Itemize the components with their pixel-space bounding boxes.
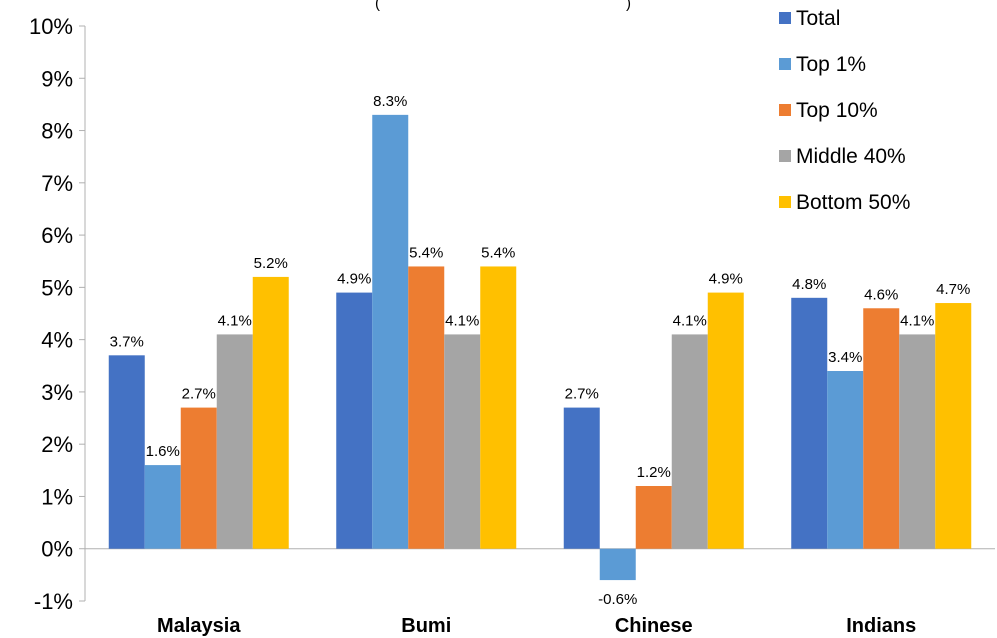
data-label: 8.3% [373, 93, 407, 110]
data-label: 4.7% [936, 281, 970, 298]
y-tick-label: 9% [41, 66, 73, 91]
data-label: 5.2% [254, 255, 288, 272]
title-fragment-right: ) [626, 0, 631, 12]
legend-entry-label: Middle 40% [796, 145, 906, 168]
legend-swatch [779, 58, 791, 70]
legend: Total Top 1% Top 10% Middle 40% Bottom 50% [779, 7, 910, 214]
bar-malaysia-1 [144, 465, 181, 549]
bar-chinese-2 [635, 486, 672, 549]
data-label: 4.9% [709, 271, 743, 288]
y-tick-label: 6% [41, 223, 73, 248]
y-tick-label: 4% [41, 328, 73, 353]
legend-entry-label: Top 10% [796, 99, 878, 122]
category-label-malaysia: Malaysia [157, 615, 241, 637]
data-label: 4.8% [792, 276, 826, 293]
data-label: 4.1% [673, 312, 707, 329]
y-tick-label: 0% [41, 537, 73, 562]
title-fragment-left: ( [375, 0, 380, 12]
y-tick-label: 5% [41, 275, 73, 300]
bar-chinese-1 [599, 548, 636, 581]
y-tick-label: 8% [41, 119, 73, 144]
bar-malaysia-2 [180, 407, 217, 549]
data-label: 2.7% [565, 386, 599, 403]
data-label: 1.2% [637, 464, 671, 481]
data-label: 4.9% [337, 271, 371, 288]
category-label-bumi: Bumi [401, 615, 451, 637]
bar-bumi-4 [480, 266, 517, 549]
bar-malaysia-4 [252, 276, 289, 549]
bar-bumi-2 [408, 266, 445, 549]
y-tick-label: 7% [41, 171, 73, 196]
legend-swatch [779, 104, 791, 116]
bar-chinese-3 [671, 334, 708, 549]
data-label: 2.7% [182, 386, 216, 403]
legend-swatch [779, 196, 791, 208]
bar-indians-0 [791, 297, 828, 549]
bar-chinese-4 [707, 292, 744, 549]
data-label: 5.4% [481, 244, 515, 261]
data-label: -0.6% [598, 591, 637, 608]
bar-malaysia-0 [108, 355, 145, 549]
data-label: 1.6% [146, 443, 180, 460]
bar-bumi-0 [336, 292, 373, 549]
y-tick-label: -1% [34, 589, 73, 614]
data-label: 4.1% [218, 312, 252, 329]
y-tick-label: 10% [29, 14, 73, 39]
y-tick-label: 1% [41, 484, 73, 509]
y-tick-label: 2% [41, 432, 73, 457]
data-label: 4.1% [900, 312, 934, 329]
y-tick-label: 3% [41, 380, 73, 405]
bar-bumi-3 [444, 334, 481, 549]
data-label: 4.6% [864, 286, 898, 303]
bars-layer [108, 114, 972, 581]
legend-swatch [779, 150, 791, 162]
legend-entry-label: Total [796, 7, 840, 30]
legend-swatch [779, 12, 791, 24]
data-label: 3.7% [110, 333, 144, 350]
data-labels-layer: 3.7% 1.6% 2.7% 4.1% 5.2% 4.9% 8.3% 5.4% 4.1% 5.4%… [110, 93, 971, 608]
bar-indians-2 [863, 308, 900, 549]
legend-entry-label: Top 1% [796, 53, 866, 76]
category-label-indians: Indians [846, 615, 916, 637]
bar-chinese-0 [563, 407, 600, 549]
data-label: 5.4% [409, 244, 443, 261]
legend-entry-label: Bottom 50% [796, 191, 910, 214]
data-label: 4.1% [445, 312, 479, 329]
bar-indians-1 [827, 371, 864, 549]
bar-indians-4 [935, 303, 972, 549]
data-label: 3.4% [828, 349, 862, 366]
bar-malaysia-3 [216, 334, 253, 549]
bar-bumi-1 [372, 114, 409, 549]
bar-indians-3 [899, 334, 936, 549]
category-label-chinese: Chinese [615, 615, 693, 637]
